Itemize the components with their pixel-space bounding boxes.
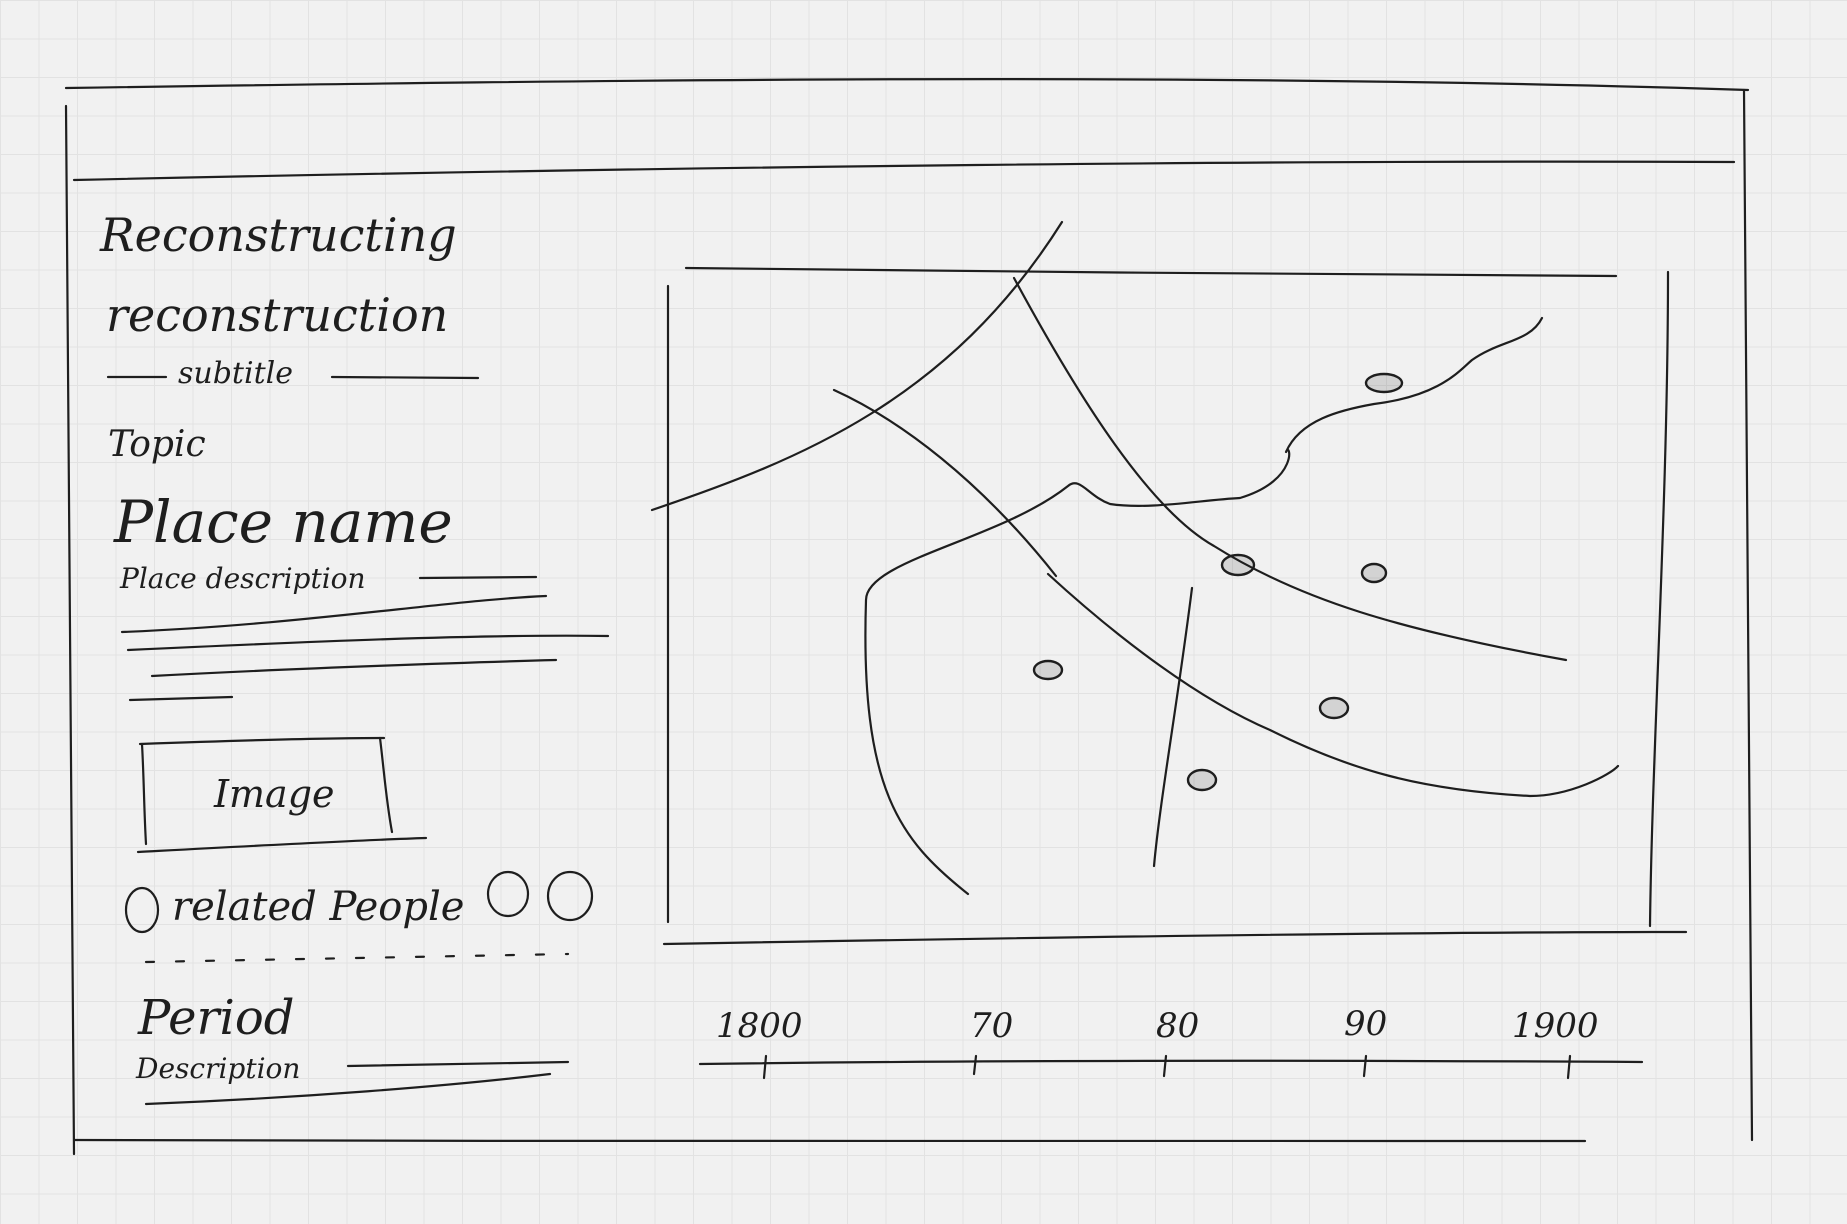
description-line-3: [150, 658, 558, 678]
description-line-2: [126, 634, 610, 652]
period-description-line: [144, 1072, 552, 1106]
period-description-dash: [346, 1060, 570, 1068]
location-marker-1: [1364, 372, 1404, 394]
map-features: [650, 220, 1620, 896]
window-frame-right: [1742, 88, 1754, 1142]
map-frame: [662, 266, 1688, 946]
description-line-1: [120, 594, 548, 634]
timeline-label-1800: 1800: [716, 1006, 803, 1046]
location-marker-2: [1220, 553, 1256, 577]
location-marker-6: [1186, 768, 1218, 792]
image-placeholder: [136, 736, 428, 854]
image-placeholder-label: Image: [214, 772, 335, 816]
timeline-label-1900: 1900: [1512, 1006, 1599, 1046]
location-marker-3: [1360, 562, 1388, 584]
window-frame-top: [64, 78, 1750, 92]
timeline-tick-70: [972, 1054, 978, 1076]
period-label: Period: [138, 990, 295, 1046]
place-description: Place description: [120, 562, 366, 595]
person-circle-3: [546, 870, 594, 922]
timeline-tick-80: [1162, 1054, 1168, 1078]
timeline-tick-1900: [1566, 1054, 1572, 1080]
subtitle: subtitle: [178, 356, 293, 391]
map-markers: [1032, 372, 1404, 792]
person-circle-1: [124, 886, 160, 934]
location-marker-4: [1032, 659, 1064, 681]
page-title-line-2: reconstruction: [106, 288, 449, 342]
subtitle-dash-right: [330, 375, 480, 380]
related-people-label: related People: [172, 884, 465, 930]
header-divider: [72, 160, 1736, 182]
dotted-separator: [144, 952, 570, 964]
person-circle-2: [486, 870, 530, 918]
timeline-tick-90: [1362, 1054, 1368, 1078]
timeline-label-90: 90: [1344, 1004, 1388, 1044]
period-description: Description: [136, 1052, 301, 1085]
topic-label: Topic: [108, 424, 206, 465]
page-title-line-1: Reconstructing: [100, 208, 457, 262]
timeline-label-80: 80: [1156, 1006, 1200, 1046]
timeline-axis: [698, 1059, 1644, 1066]
window-frame-left: [64, 104, 76, 1156]
location-marker-5: [1318, 696, 1350, 720]
description-line-4: [128, 695, 234, 702]
timeline-tick-1800: [762, 1054, 768, 1080]
place-description-dash: [418, 575, 538, 580]
place-name: Place name: [114, 488, 453, 556]
window-frame-bottom: [72, 1138, 1587, 1143]
timeline-label-70: 70: [970, 1006, 1014, 1046]
